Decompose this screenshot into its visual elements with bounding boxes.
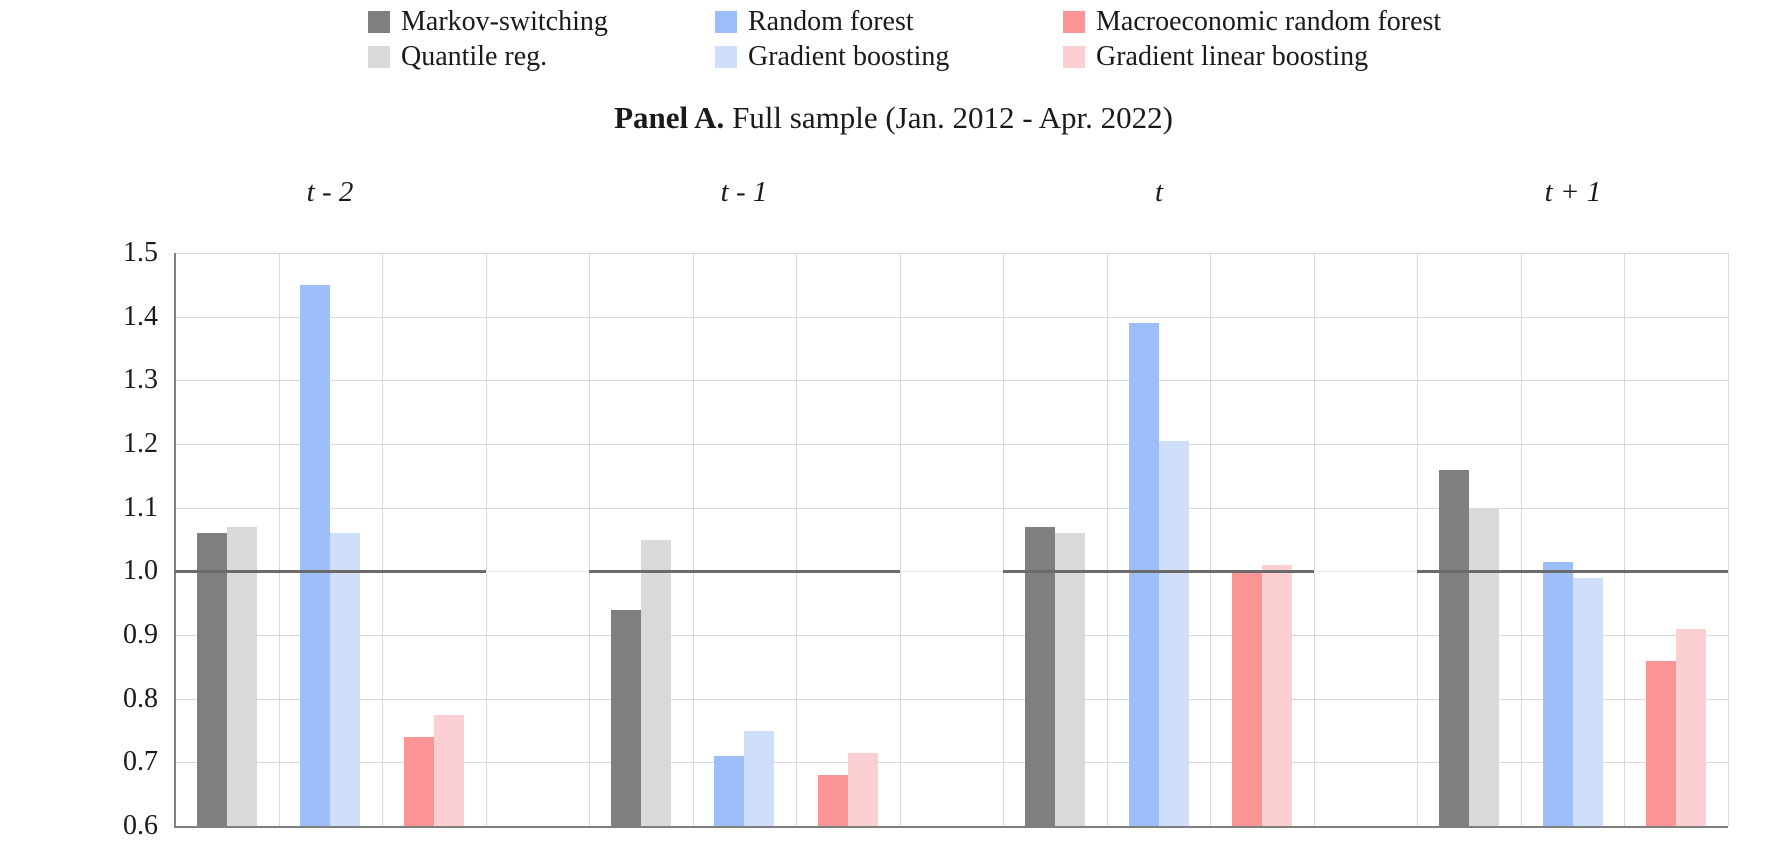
vertical-gridline [279,253,280,826]
chart-title-prefix: Panel A. [614,100,725,135]
chart-title: Panel A. Full sample (Jan. 2012 - Apr. 2… [0,100,1787,136]
vertical-gridline [1417,253,1418,826]
y-tick-label: 1.4 [123,301,158,332]
y-tick-label: 0.7 [123,746,158,777]
bar-macroeconomic-random-forest-0 [403,736,434,826]
bar-random-forest-0 [300,284,331,826]
bar-gradient-boosting-2 [1158,440,1189,826]
legend-label: Macroeconomic random forest [1096,6,1442,37]
vertical-gridline [382,253,383,826]
y-tick-label: 1.2 [123,428,158,459]
y-tick-label: 1.0 [123,555,158,586]
horizontal-gridline [175,762,1728,763]
legend-swatch [715,11,737,33]
horizontal-gridline [175,317,1728,318]
vertical-gridline [1521,253,1522,826]
legend-swatch [1063,46,1085,68]
legend-label: Gradient linear boosting [1096,41,1369,72]
legend-label: Random forest [748,6,914,37]
bar-quantile-reg--2 [1055,533,1085,826]
y-axis-line [174,253,176,826]
bar-gradient-linear-boosting-2 [1262,565,1293,826]
y-tick-label: 1.1 [123,492,158,523]
bar-random-forest-3 [1542,561,1573,826]
legend-item-random-forest: Random forest [715,6,914,38]
group-label-2: t [1154,176,1164,208]
vertical-gridline [693,253,694,826]
horizontal-gridline [175,380,1728,381]
legend-swatch [1063,11,1085,33]
bar-gradient-linear-boosting-3 [1676,628,1707,826]
bar-gradient-linear-boosting-0 [433,714,464,826]
reference-line-segment [1003,570,1314,573]
bar-random-forest-1 [714,756,745,826]
bar-quantile-reg--0 [226,526,257,826]
y-tick-label: 1.5 [123,237,158,268]
horizontal-gridline [175,253,1728,254]
legend-label: Gradient boosting [748,41,950,72]
y-tick-label: 1.3 [123,364,158,395]
bar-macroeconomic-random-forest-1 [818,775,848,826]
legend-swatch [368,46,390,68]
bar-markov-switching-2 [1025,526,1055,826]
vertical-gridline [1728,253,1729,826]
legend-label: Quantile reg. [401,41,548,72]
legend-item-gradient-linear-boosting: Gradient linear boosting [1063,41,1368,73]
vertical-gridline [1210,253,1211,826]
y-tick-label: 0.6 [123,810,158,841]
bar-markov-switching-0 [196,533,227,826]
vertical-gridline [589,253,590,826]
bar-gradient-boosting-1 [744,730,775,826]
legend-item-quantile-reg-: Quantile reg. [368,41,547,73]
vertical-gridline [796,253,797,826]
vertical-gridline [1107,253,1108,826]
horizontal-gridline [175,444,1728,445]
horizontal-gridline [175,635,1728,636]
bar-macroeconomic-random-forest-2 [1232,571,1263,826]
bar-quantile-reg--1 [640,539,671,826]
vertical-gridline [486,253,487,826]
vertical-gridline [1314,253,1315,826]
reference-line-segment [589,570,900,573]
x-axis-line [174,826,1728,828]
bar-gradient-boosting-0 [330,533,361,826]
y-tick-label: 0.8 [123,683,158,714]
horizontal-gridline [175,508,1728,509]
legend-swatch [368,11,390,33]
group-label-3: t + 1 [1544,176,1602,208]
legend-item-gradient-boosting: Gradient boosting [715,41,949,73]
bar-gradient-boosting-3 [1572,577,1603,826]
chart-title-rest: Full sample (Jan. 2012 - Apr. 2022) [724,100,1173,135]
bar-gradient-linear-boosting-1 [848,752,878,826]
legend-item-markov-switching: Markov-switching [368,6,608,38]
legend-swatch [715,46,737,68]
legend-label: Markov-switching [401,6,608,37]
bar-markov-switching-1 [610,609,641,826]
legend-item-macroeconomic-random-forest: Macroeconomic random forest [1063,6,1441,38]
horizontal-gridline [175,699,1728,700]
plot-area [174,253,1729,828]
bar-random-forest-2 [1128,323,1159,826]
reference-line-faint [175,571,1728,572]
reference-line-segment [1417,570,1728,573]
bar-quantile-reg--3 [1469,507,1500,826]
vertical-gridline [900,253,901,826]
group-label-1: t - 1 [720,176,768,208]
reference-line-segment [175,570,486,573]
bar-macroeconomic-random-forest-3 [1646,660,1677,826]
y-tick-label: 0.9 [123,619,158,650]
group-label-0: t - 2 [306,176,354,208]
vertical-gridline [1003,253,1004,826]
vertical-gridline [1624,253,1625,826]
bar-markov-switching-3 [1439,469,1470,826]
